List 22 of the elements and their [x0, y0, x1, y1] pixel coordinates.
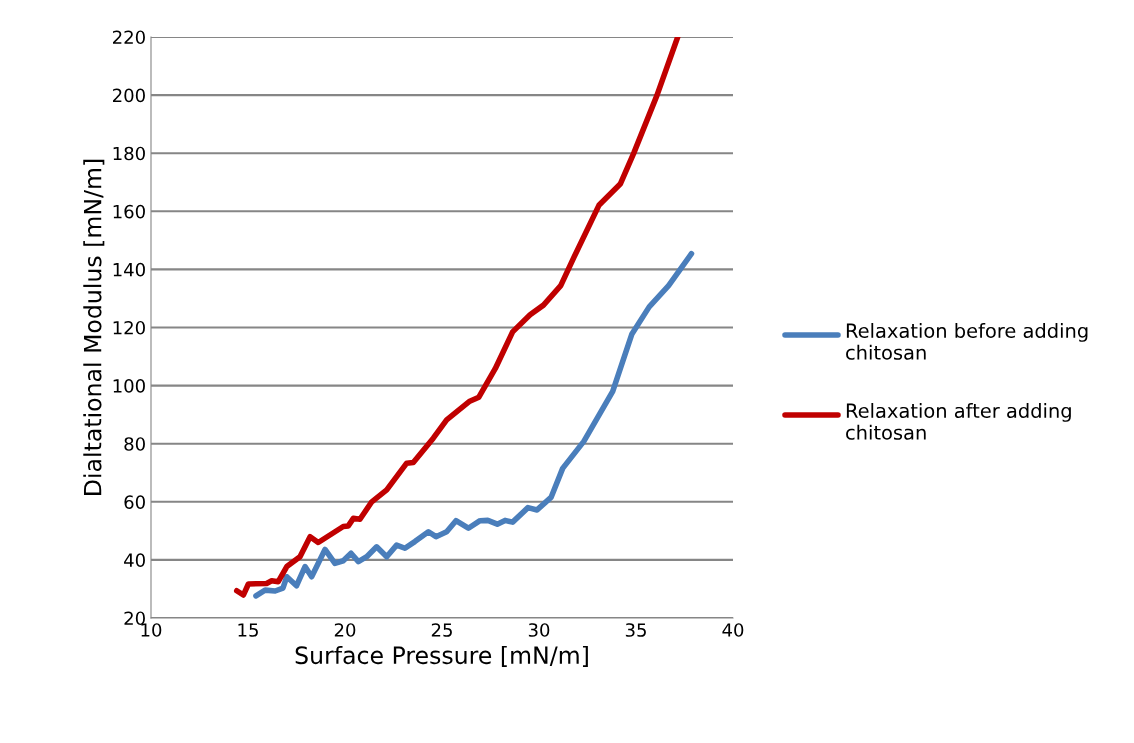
x-tick-label: 35 — [625, 623, 646, 637]
legend-label: Relaxation before adding chitosan — [846, 323, 1088, 360]
y-tick-label: 80 — [124, 437, 145, 451]
x-tick-label: 15 — [238, 623, 258, 637]
x-tick-label: 20 — [334, 623, 356, 637]
y-tick-label: 160 — [113, 204, 145, 219]
y-tick-label: 60 — [124, 495, 145, 509]
y-tick-label: 200 — [113, 88, 145, 103]
x-axis-title: Surface Pressure [mN/m] — [295, 645, 588, 667]
y-tick-label: 140 — [113, 262, 145, 277]
x-tick-label: 10 — [141, 623, 162, 637]
x-tick-label: 25 — [431, 623, 452, 637]
y-tick-label: 180 — [113, 146, 145, 161]
legend-label: Relaxation after adding chitosan — [846, 403, 1071, 440]
y-tick-label: 100 — [113, 379, 145, 393]
y-tick-label: 120 — [113, 320, 145, 335]
y-axis-title: Dialtational Modulus [mN/m] — [83, 159, 105, 495]
y-tick-label: 220 — [113, 30, 145, 45]
x-tick-label: 30 — [528, 623, 550, 637]
x-tick-label: 40 — [722, 623, 744, 637]
y-tick-label: 40 — [124, 553, 145, 568]
y-tick-label: 20 — [124, 611, 145, 626]
